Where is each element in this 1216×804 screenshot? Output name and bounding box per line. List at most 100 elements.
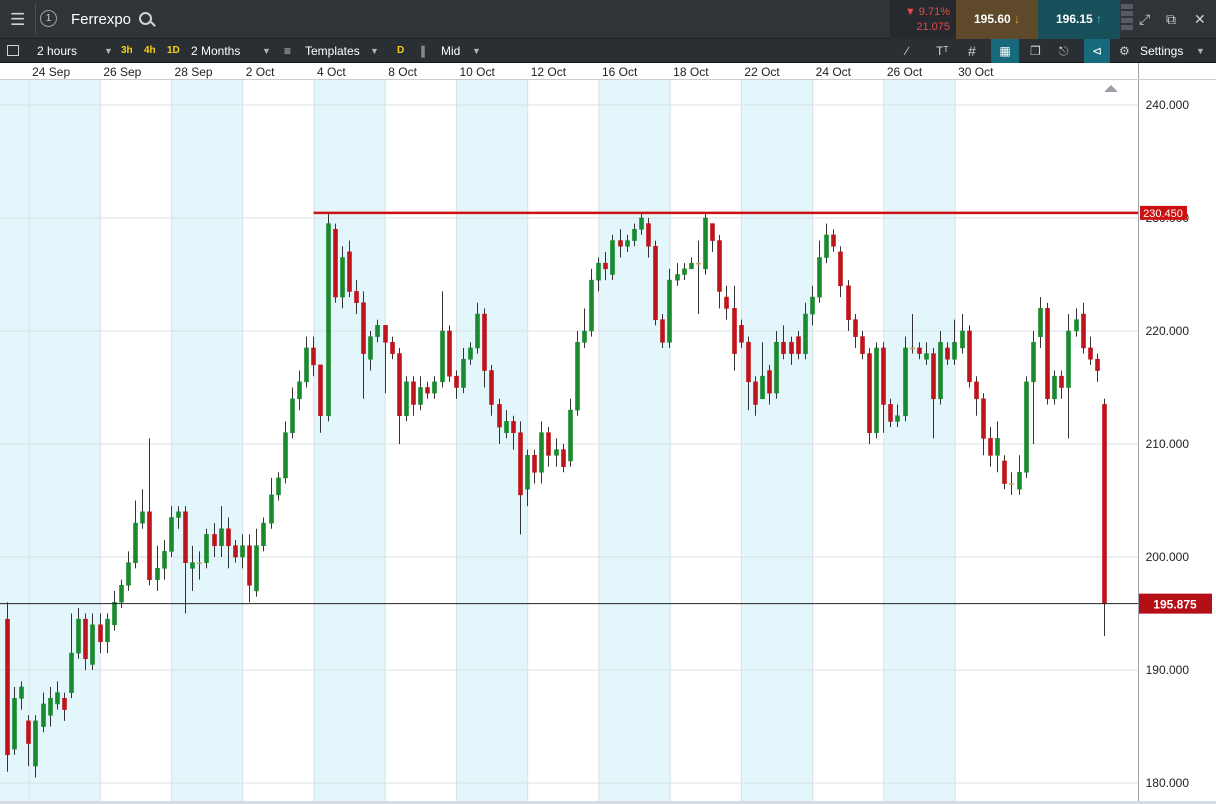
buy-button[interactable]: 196.15 ↑ xyxy=(1038,0,1120,39)
price-type-select[interactable]: Mid xyxy=(441,44,461,58)
d-badge[interactable]: D xyxy=(397,45,405,56)
quick-interval-4h[interactable]: 4h xyxy=(144,45,156,56)
expand-icon[interactable]: ⤢ xyxy=(1139,11,1151,27)
candle-body xyxy=(454,375,459,388)
candle-body xyxy=(774,341,779,394)
candle-body xyxy=(618,240,623,247)
candle-body xyxy=(440,330,445,383)
candle-body xyxy=(140,511,145,524)
candle-body xyxy=(888,404,893,422)
candle-body xyxy=(119,584,124,603)
price-tick-label: 200.000 xyxy=(1146,550,1190,564)
quick-interval-1d[interactable]: 1D xyxy=(167,45,180,56)
session-band xyxy=(883,80,956,804)
candle-body xyxy=(368,336,373,360)
chevron-down-icon[interactable]: ▼ xyxy=(370,46,379,56)
candle-body xyxy=(247,545,252,586)
chevron-down-icon[interactable]: ▼ xyxy=(472,46,481,56)
chevron-down-icon[interactable]: ▼ xyxy=(262,46,271,56)
crosshair-grid-icon[interactable]: ▦ xyxy=(991,39,1019,63)
search-icon[interactable] xyxy=(139,12,152,25)
text-tool-icon[interactable]: Tᵀ xyxy=(936,44,949,58)
range-select[interactable]: 2 Months xyxy=(191,44,241,58)
candle-body xyxy=(938,341,943,400)
candle-body xyxy=(311,347,316,366)
candle-body xyxy=(497,404,502,428)
candle-body xyxy=(1081,313,1086,349)
date-gridlines xyxy=(28,80,956,804)
templates-icon: ≡ xyxy=(284,44,292,58)
grid-icon[interactable]: # xyxy=(968,43,976,59)
instrument-name[interactable]: Ferrexpo xyxy=(71,11,132,28)
layers-icon[interactable]: ❐ xyxy=(1030,44,1041,58)
candle-body xyxy=(304,347,309,383)
price-chart[interactable]: 24 Sep 26 Sep 28 Sep 2 Oct 4 Oct 8 Oct 10 Oct 1… xyxy=(0,63,1216,804)
menu-icon[interactable]: ☰ xyxy=(10,10,26,29)
search-icon-handle xyxy=(150,21,156,27)
candle-body xyxy=(1017,471,1022,490)
session-band xyxy=(171,80,243,804)
candle-body xyxy=(432,381,437,394)
candle-body xyxy=(924,353,929,360)
candle-body xyxy=(197,562,202,564)
date-tick-label: 24 Sep xyxy=(32,65,70,79)
candle-body xyxy=(867,353,872,433)
candle-body xyxy=(639,217,644,230)
indicator-icon[interactable]: ⎋ xyxy=(1059,44,1069,58)
candle-body xyxy=(974,381,979,400)
horizontal-scrollbar[interactable] xyxy=(0,801,1216,804)
candle-body xyxy=(283,432,288,479)
candle-body xyxy=(931,353,936,400)
date-tick-label: 8 Oct xyxy=(388,65,417,79)
interval-select[interactable]: 2 hours xyxy=(37,39,77,63)
chevron-down-icon[interactable]: ▼ xyxy=(1196,46,1205,56)
window-number-badge[interactable]: 1 xyxy=(40,10,57,27)
candle-body xyxy=(411,381,416,405)
candle-body xyxy=(981,398,986,439)
scroll-end-marker-icon[interactable] xyxy=(1105,85,1117,92)
sell-button[interactable]: 195.60 ↓ xyxy=(956,0,1038,39)
candle-body xyxy=(582,330,587,343)
candle-body xyxy=(33,720,38,767)
candles-icon: ∥ xyxy=(420,44,426,58)
interval-value: 2 hours xyxy=(37,44,78,58)
list-icon[interactable] xyxy=(7,39,23,63)
change-percent: ▼ 9.71% xyxy=(904,6,950,18)
close-icon[interactable]: ✕ xyxy=(1194,11,1206,27)
candle-body xyxy=(1038,308,1043,337)
candle-body xyxy=(26,720,31,744)
candle-body xyxy=(603,262,608,270)
candle-body xyxy=(895,415,900,422)
settings-button[interactable]: Settings xyxy=(1140,44,1184,58)
candle-body xyxy=(1052,375,1057,400)
candle-body xyxy=(98,624,103,643)
session-band xyxy=(741,80,813,804)
candle-body xyxy=(753,381,758,405)
candle-body xyxy=(846,285,851,320)
candle-body xyxy=(860,336,865,354)
gear-icon[interactable]: ⚙ xyxy=(1119,44,1130,58)
candle-body xyxy=(447,330,452,377)
candle-body xyxy=(19,686,24,699)
quick-interval-3h[interactable]: 3h xyxy=(121,45,133,56)
tag-icon[interactable]: ⊲ xyxy=(1084,39,1110,63)
candle-body xyxy=(632,228,637,241)
trendline-icon[interactable]: ∕ xyxy=(906,44,909,58)
candle-body xyxy=(276,477,281,496)
candle-body xyxy=(176,511,181,518)
date-tick-label: 24 Oct xyxy=(816,65,852,79)
date-tick-label: 10 Oct xyxy=(459,65,495,79)
candle-body xyxy=(789,341,794,354)
candle-body xyxy=(12,697,17,750)
candle-body xyxy=(803,313,808,354)
candle-body xyxy=(397,353,402,417)
candle-body xyxy=(703,217,708,270)
popout-icon[interactable]: ⧉ xyxy=(1166,11,1176,27)
chevron-down-icon[interactable]: ▼ xyxy=(104,46,113,56)
candle-body xyxy=(297,381,302,400)
candle-body xyxy=(290,398,295,433)
templates-button[interactable]: Templates xyxy=(305,44,360,58)
candle-body xyxy=(917,347,922,354)
candle-body xyxy=(254,545,259,592)
candle-body xyxy=(874,347,879,433)
